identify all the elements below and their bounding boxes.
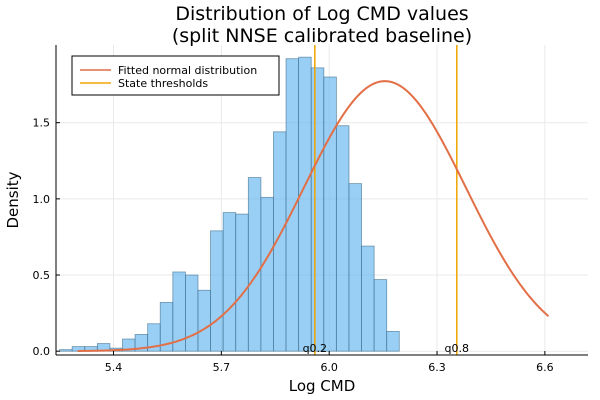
y-ticks: 0.0 0.5 1.0 1.5 [33,117,60,358]
histogram-bar-23 [348,183,362,352]
x-tick-label-3: 6.3 [428,361,446,374]
y-tick-label-3: 1.5 [33,117,51,130]
threshold-label-0: q0.2 [303,342,327,355]
y-axis-label: Density [4,171,22,228]
histogram-bar-26 [386,330,400,352]
x-tick-label-2: 6.0 [320,361,338,374]
histogram-bar-13 [222,212,237,352]
x-tick-label-0: 5.4 [105,361,123,374]
histogram-bar-14 [235,213,249,352]
histogram-bar-11 [197,289,211,352]
y-tick-label-1: 0.5 [33,269,51,282]
y-tick-label-2: 1.0 [33,193,51,206]
legend-box [71,55,280,96]
histogram-bar-18 [285,58,300,352]
histogram-bar-22 [335,125,350,352]
histogram-bar-19 [298,56,312,352]
x-ticks: 5.4 5.7 6.0 6.3 6.6 [105,351,554,374]
fitted-curve-group [77,80,550,352]
y-tick-label-0: 0.0 [33,345,51,358]
legend-label-state-thresholds: State thresholds [118,77,208,90]
histogram-bar-20 [310,67,325,352]
legend-label-fitted-normal: Fitted normal distribution [118,64,257,77]
threshold-label-1: q0.8 [445,342,469,355]
threshold-lines [314,45,458,355]
histogram-bar-21 [323,76,337,352]
histogram-bar-10 [185,274,199,352]
chart-title-line-1: Distribution of Log CMD values [175,3,468,25]
histogram-bar-12 [210,230,224,352]
histogram-bar-24 [361,245,375,352]
legend: Fitted normal distribution State thresho… [71,55,280,96]
histogram-bar-25 [373,279,388,352]
x-tick-label-1: 5.7 [213,361,231,374]
threshold-labels: q0.2 q0.8 [303,342,469,355]
histogram-bar-15 [247,177,262,352]
histogram-bar-0 [59,349,73,352]
chart-title-line-2: (split NNSE calibrated baseline) [172,25,472,47]
x-tick-label-4: 6.6 [536,361,554,374]
histogram-bars [59,56,400,352]
histogram-bar-16 [260,196,274,352]
fitted-normal-curve [77,80,550,352]
x-axis-label: Log CMD [289,377,356,395]
